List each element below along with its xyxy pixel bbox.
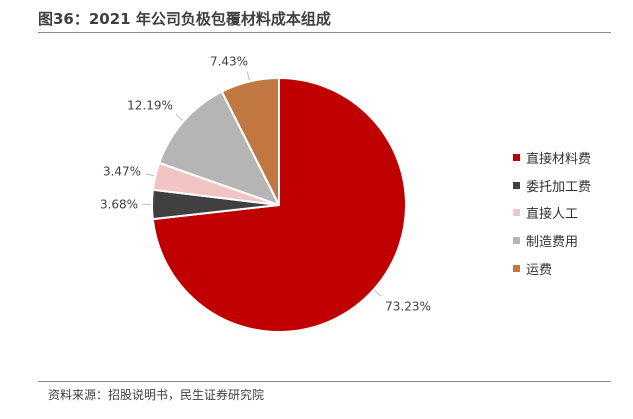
pie-slice: [220, 77, 280, 206]
legend-label: 直接人工: [526, 207, 579, 223]
legend-item: 委托加工费: [513, 172, 591, 200]
pie-slice: [158, 90, 280, 206]
leader-line: [175, 114, 184, 121]
source-note: 资料来源：招股说明书，民生证券研究院: [48, 388, 265, 402]
legend-label: 直接材料费: [526, 152, 592, 168]
chart-title: 图36：2021 年公司负极包覆材料成本组成: [38, 10, 331, 28]
data-label: 3.68%: [100, 198, 138, 212]
leader-lines: [142, 71, 382, 297]
legend-label: 委托加工费: [526, 179, 592, 195]
data-label: 73.23%: [385, 300, 431, 314]
legend-swatch: [513, 154, 520, 162]
leader-line: [246, 71, 250, 81]
data-label: 7.43%: [210, 55, 248, 69]
legend-label: 运费: [526, 262, 553, 278]
legend-swatch: [513, 237, 520, 245]
leader-line: [145, 173, 155, 177]
legend-item: 运费: [513, 254, 591, 282]
legend-swatch: [513, 264, 520, 272]
data-labels: 73.23% 3.68% 3.47% 12.19% 7.43%: [100, 55, 431, 314]
source-divider: [38, 381, 611, 382]
legend-item: 直接材料费: [513, 144, 591, 172]
legend-swatch: [513, 181, 520, 189]
legend-swatch: [513, 209, 520, 217]
chart-legend: 直接材料费委托加工费直接人工制造费用运费: [513, 144, 591, 282]
legend-item: 直接人工: [513, 199, 591, 227]
legend-label: 制造费用: [526, 235, 579, 251]
data-label: 12.19%: [127, 99, 173, 113]
leader-line: [374, 289, 382, 297]
pie-slices: [150, 77, 407, 333]
title-divider: [38, 32, 611, 33]
data-label: 3.47%: [103, 165, 141, 179]
legend-item: 制造费用: [513, 227, 591, 255]
